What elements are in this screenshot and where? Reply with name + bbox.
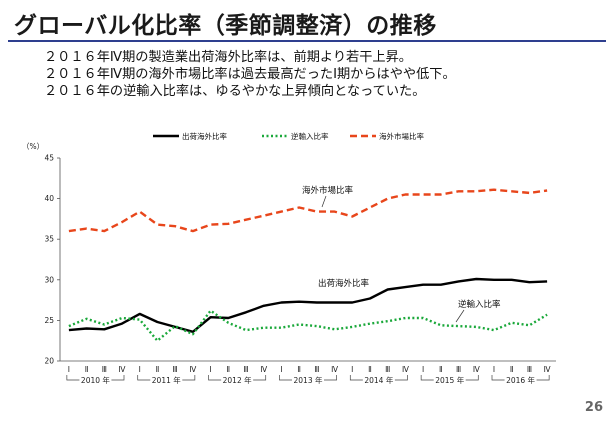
x-year-label: 2014 年 bbox=[364, 375, 393, 385]
x-quarter-label: Ⅱ bbox=[510, 365, 514, 374]
year-bracket-left bbox=[420, 375, 434, 381]
x-quarter-label: Ⅱ bbox=[439, 365, 443, 374]
annotation-leader bbox=[455, 309, 465, 323]
x-year-label: 2012 年 bbox=[223, 375, 252, 385]
year-bracket-right bbox=[536, 375, 550, 381]
y-tick-label: 35 bbox=[44, 235, 54, 244]
x-quarter-label: Ⅲ bbox=[314, 365, 319, 374]
year-bracket-right bbox=[465, 375, 479, 381]
series-line-0 bbox=[68, 277, 548, 333]
chart-axes: 20 25 30 35 40 45 Ⅰ Ⅱ Ⅲ Ⅳ Ⅰ Ⅱ Ⅲ Ⅳ Ⅰ Ⅱ Ⅲ Ⅳ Ⅰ Ⅱ Ⅲ Ⅳ Ⅰ Ⅱ Ⅲ Ⅳ Ⅰ Ⅱ Ⅲ Ⅳ Ⅰ Ⅱ Ⅲ Ⅳ… bbox=[44, 154, 556, 385]
x-quarter-label: Ⅱ bbox=[297, 365, 301, 374]
year-bracket-right bbox=[253, 375, 267, 381]
x-year-label: 2011 年 bbox=[152, 375, 181, 385]
year-bracket-right bbox=[111, 375, 125, 381]
series-line-2 bbox=[68, 188, 548, 233]
title-divider bbox=[8, 40, 606, 42]
summary-line-2: ２０１６年Ⅳ期の海外市場比率は過去最高だったⅠ期からはやや低下。 bbox=[44, 67, 456, 82]
summary-line-1: ２０１６年Ⅳ期の製造業出荷海外比率は、前期より若干上昇。 bbox=[44, 50, 412, 65]
x-quarter-label: Ⅲ bbox=[385, 365, 390, 374]
year-bracket-left bbox=[279, 375, 292, 381]
y-tick-label: 25 bbox=[44, 316, 54, 325]
x-quarter-label: Ⅰ bbox=[68, 365, 70, 374]
summary-text: ２０１６年Ⅳ期の製造業出荷海外比率は、前期より若干上昇。 ２０１６年Ⅳ期の海外市… bbox=[44, 49, 456, 100]
year-bracket-right bbox=[394, 375, 408, 381]
x-quarter-label: Ⅱ bbox=[368, 365, 372, 374]
y-tick-label: 30 bbox=[44, 275, 54, 284]
x-quarter-label: Ⅳ bbox=[473, 365, 480, 374]
year-bracket-left bbox=[208, 375, 222, 381]
x-quarter-label: Ⅳ bbox=[402, 365, 409, 374]
x-quarter-label: Ⅱ bbox=[85, 365, 89, 374]
x-quarter-label: Ⅰ bbox=[280, 365, 282, 374]
x-quarter-label: Ⅳ bbox=[331, 365, 338, 374]
legend-label-2: 海外市場比率 bbox=[379, 131, 424, 141]
year-bracket-right bbox=[324, 375, 337, 381]
year-bracket-left bbox=[137, 375, 151, 381]
year-bracket-left bbox=[349, 375, 363, 381]
x-year-label: 2015 年 bbox=[435, 375, 464, 385]
y-tick-label: 45 bbox=[44, 154, 54, 163]
x-quarter-label: Ⅰ bbox=[139, 365, 141, 374]
y-axis-unit: （%） bbox=[22, 142, 44, 151]
x-quarter-label: Ⅳ bbox=[189, 365, 196, 374]
legend-label-1: 逆輸入比率 bbox=[291, 131, 329, 141]
x-quarter-label: Ⅲ bbox=[243, 365, 248, 374]
x-quarter-label: Ⅳ bbox=[119, 365, 126, 374]
annotation-reverse-import: 逆輸入比率 bbox=[458, 299, 501, 310]
x-quarter-label: Ⅱ bbox=[226, 365, 230, 374]
x-quarter-label: Ⅲ bbox=[173, 365, 178, 374]
x-quarter-label: Ⅳ bbox=[260, 365, 267, 374]
x-quarter-label: Ⅰ bbox=[209, 365, 211, 374]
year-bracket-left bbox=[66, 375, 80, 381]
x-quarter-label: Ⅰ bbox=[493, 365, 495, 374]
x-quarter-label: Ⅰ bbox=[422, 365, 424, 374]
x-quarter-label: Ⅰ bbox=[351, 365, 353, 374]
chart-series bbox=[68, 188, 548, 342]
x-year-label: 2016 年 bbox=[506, 375, 535, 385]
annotation-overseas-market: 海外市場比率 bbox=[302, 185, 354, 196]
year-bracket-left bbox=[491, 375, 505, 381]
annotation-shipment-overseas: 出荷海外比率 bbox=[318, 278, 370, 289]
x-quarter-label: Ⅱ bbox=[156, 365, 160, 374]
page-title: グローバル化比率（季節調整済）の推移 bbox=[14, 13, 437, 39]
chart-legend: 出荷海外比率 逆輸入比率 海外市場比率 bbox=[153, 131, 424, 141]
year-bracket-right bbox=[182, 375, 196, 381]
x-year-label: 2010 年 bbox=[81, 375, 110, 385]
x-quarter-label: Ⅲ bbox=[527, 365, 532, 374]
x-year-label: 2013 年 bbox=[294, 375, 323, 385]
annotation-leader bbox=[321, 195, 327, 208]
x-quarter-label: Ⅳ bbox=[544, 365, 551, 374]
x-quarter-label: Ⅲ bbox=[456, 365, 461, 374]
x-quarter-label: Ⅲ bbox=[102, 365, 107, 374]
page-number: 26 bbox=[584, 400, 603, 415]
summary-line-3: ２０１６年の逆輸入比率は、ゆるやかな上昇傾向となっていた。 bbox=[44, 84, 426, 99]
y-tick-label: 40 bbox=[44, 194, 54, 203]
y-tick-label: 20 bbox=[44, 357, 54, 366]
legend-label-0: 出荷海外比率 bbox=[182, 131, 227, 141]
